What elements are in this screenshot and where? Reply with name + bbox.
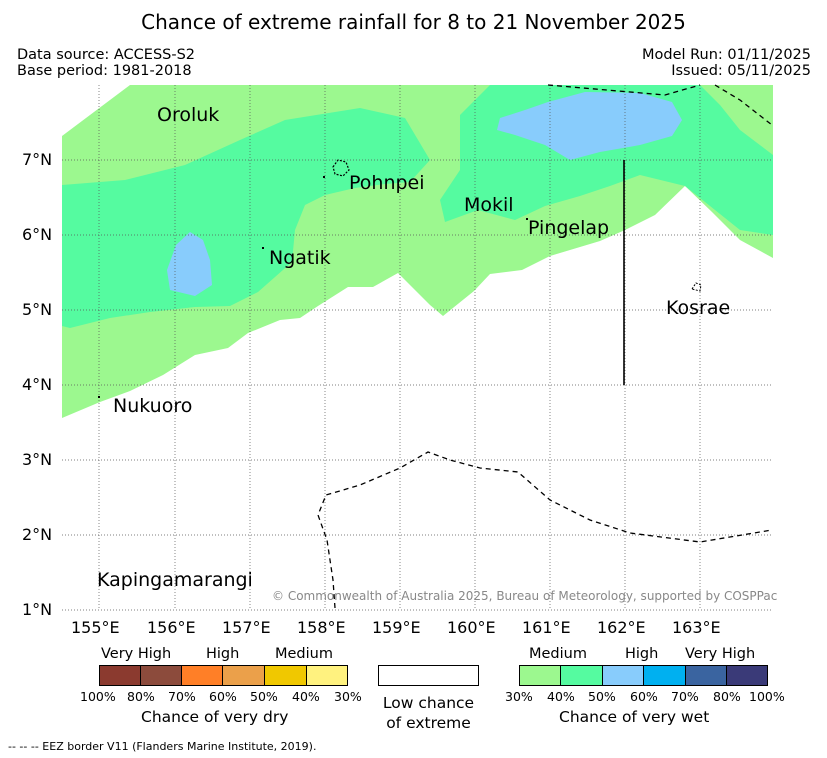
wet-swatch-40-50 [560, 665, 603, 686]
lon-label-161e: 161°E [522, 618, 571, 637]
pohnpei-island [332, 159, 350, 177]
wet-swatch-70-80 [685, 665, 727, 686]
lon-label-159e: 159°E [372, 618, 421, 637]
lon-label-155e: 155°E [71, 618, 120, 637]
lat-label-6n: 6°N [22, 225, 53, 244]
wet-swatch-30-40 [519, 665, 561, 686]
place-oroluk: Oroluk [157, 104, 220, 126]
dry-swatch-80-100 [99, 665, 141, 686]
lat-label-4n: 4°N [22, 375, 53, 394]
lon-label-157e: 157°E [222, 618, 271, 637]
dry-swatch-50-60 [222, 665, 265, 686]
lon-label-156e: 156°E [147, 618, 196, 637]
dry-tick: 70% [168, 689, 196, 704]
dry-tick: 30% [334, 689, 362, 704]
kosrae-island [691, 282, 702, 292]
wet-cat-very-high: Very High [685, 646, 756, 662]
wet-tick: 70% [671, 689, 699, 704]
dry-swatch-30-40 [306, 665, 348, 686]
high-wet-region-west [167, 232, 212, 296]
wet-cat-high: High [625, 646, 659, 662]
lon-label-163e: 163°E [672, 618, 721, 637]
copyright-notice: © Commonwealth of Australia 2025, Bureau… [272, 589, 778, 603]
dry-caption: Chance of very dry [141, 708, 289, 726]
medium-high-wet-region [62, 108, 430, 328]
place-kosrae: Kosrae [666, 297, 731, 319]
dry-tick: 40% [292, 689, 320, 704]
place-pingelap: Pingelap [528, 217, 610, 239]
dry-tick: 100% [80, 689, 116, 704]
data-source: Data source: ACCESS-S2 [17, 47, 196, 63]
gridlines [62, 85, 773, 611]
dry-tick: 50% [250, 689, 278, 704]
wet-cat-medium: Medium [529, 646, 587, 662]
dry-cat-medium: Medium [275, 646, 333, 662]
chart-title: Chance of extreme rainfall for 8 to 21 N… [141, 10, 686, 34]
lat-label-7n: 7°N [22, 150, 53, 169]
wet-tick: 100% [749, 689, 785, 704]
dry-cat-high: High [206, 646, 240, 662]
high-wet-region [497, 92, 682, 160]
wet-tick: 50% [588, 689, 616, 704]
lon-label-162e: 162°E [597, 618, 646, 637]
eez-footnote: -- -- -- EEZ border V11 (Flanders Marine… [8, 740, 317, 753]
wet-tick: 80% [713, 689, 741, 704]
issued-date: Issued: 05/11/2025 [671, 63, 811, 79]
wet-tick: 40% [547, 689, 575, 704]
place-nukuoro: Nukuoro [113, 395, 193, 417]
model-run: Model Run: 01/11/2025 [641, 47, 811, 63]
lat-label-3n: 3°N [22, 450, 53, 469]
wet-swatch-50-60 [602, 665, 644, 686]
lon-label-160e: 160°E [447, 618, 496, 637]
wet-tick: 30% [505, 689, 533, 704]
lat-label-1n: 1°N [22, 600, 53, 619]
lat-label-2n: 2°N [22, 525, 53, 544]
dry-swatch-70-80 [140, 665, 182, 686]
lat-label-5n: 5°N [22, 300, 53, 319]
base-period: Base period: 1981-2018 [17, 63, 192, 79]
place-pohnpei: Pohnpei [349, 172, 425, 194]
wet-tick: 60% [630, 689, 658, 704]
atoll-dots [98, 176, 528, 398]
lon-label-158e: 158°E [297, 618, 346, 637]
low-chance-line2: of extreme [386, 714, 471, 732]
wet-swatch-60-70 [643, 665, 686, 686]
place-ngatik: Ngatik [269, 247, 331, 269]
eez-border [317, 84, 773, 609]
wet-swatch-80-100 [726, 665, 768, 686]
dry-swatch-60-70 [181, 665, 223, 686]
low-chance-line1: Low chance [382, 694, 475, 712]
dry-tick: 80% [127, 689, 155, 704]
wet-caption: Chance of very wet [559, 708, 710, 726]
dry-cat-very-high: Very High [101, 646, 172, 662]
dry-swatch-40-50 [264, 665, 307, 686]
place-kapingamarangi: Kapingamarangi [97, 569, 253, 591]
low-chance-swatch [378, 665, 479, 686]
place-mokil: Mokil [464, 194, 514, 216]
dry-tick: 60% [209, 689, 237, 704]
